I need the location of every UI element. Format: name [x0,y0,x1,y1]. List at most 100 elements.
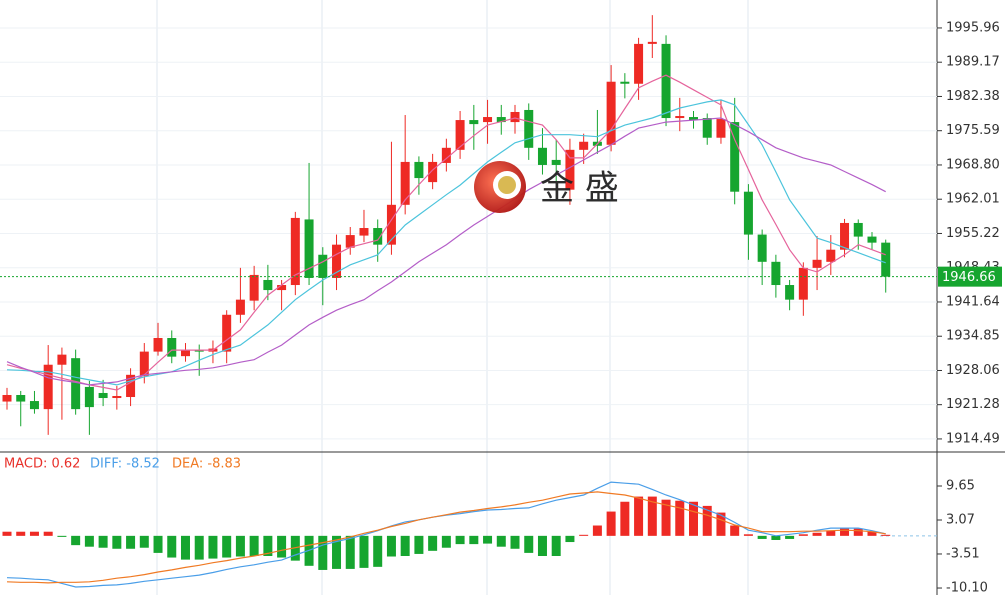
candle-body [812,259,822,268]
macd-bar [277,535,287,558]
macd-bar [2,531,12,536]
legend-label: DIFF: -8.52 [90,457,160,472]
y-tick-label: -10.10 [946,581,988,595]
macd-bar [359,535,369,568]
candle-body [400,161,410,205]
y-tick-label: 1934.85 [946,329,1000,344]
y-tick-label: 9.65 [946,478,975,493]
macd-bar [194,535,204,560]
macd-bar [634,496,644,536]
macd-bar [840,527,850,536]
candle-body [84,386,94,408]
macd-bar [57,535,67,537]
y-tick-label: 1995.96 [946,20,1000,35]
candle-body [469,120,479,125]
candle-body [277,285,287,291]
candle-body [43,364,53,410]
macd-bar [483,535,493,544]
y-tick-label: 1955.22 [946,226,1000,241]
macd-bar [263,535,273,556]
candle-body [263,279,273,291]
candle-body [524,109,534,148]
y-tick-label: 3.07 [946,512,975,527]
macd-bar [496,535,506,547]
candle-body [853,222,863,237]
candle-body [414,161,424,179]
macd-bar [428,535,438,551]
candle-body [826,249,836,262]
candle-body [798,267,808,300]
macd-bar [647,496,657,536]
macd-line [6,491,886,584]
candle-body [249,274,259,301]
y-tick-label: 1941.64 [946,294,1000,309]
macd-bar [661,499,671,536]
candle-body [57,354,67,365]
macd-bar [222,535,232,558]
macd-bar [702,505,712,536]
macd-bar [524,535,534,553]
macd-bar [16,531,26,536]
macd-bar [441,535,451,548]
candle-body [29,401,39,410]
candle-body [551,159,561,165]
macd-bar [29,531,39,536]
macd-bar [208,535,218,559]
macd-bar [332,535,342,569]
macd-bar [606,511,616,536]
candle-body [785,285,795,300]
macd-bar [881,534,891,536]
macd-bar [757,535,767,539]
candle-body [757,234,767,262]
candle-body [373,228,383,245]
candle-body [496,117,506,123]
candle-body [510,111,520,123]
macd-bar [414,535,424,554]
y-tick-label: 1982.38 [946,89,1000,104]
macd-bar [345,535,355,569]
macd-bar [510,535,520,549]
macd-bar [318,535,328,570]
candle-body [222,314,232,352]
candle-body [689,117,698,121]
watermark-text: 金 盛 [540,169,619,209]
candle-body [743,191,753,235]
candle-body [153,337,163,352]
candle-body [332,244,342,278]
macd-bar [71,535,81,546]
macd-bar [798,534,808,536]
candle-body [483,117,493,123]
macd-bar [400,535,410,556]
candle-body [2,394,12,402]
y-tick-label: 1962.01 [946,192,1000,207]
macd-bar [167,535,177,558]
candle-body [98,392,108,399]
y-tick-label: 1989.17 [946,55,1000,70]
macd-bar [771,535,781,540]
candle-body [634,43,644,84]
macd-bar [743,534,753,536]
macd-bar [592,525,602,536]
macd-bar [867,531,877,536]
watermark: 金 盛 [474,161,619,213]
moving-average-line [6,99,886,386]
macd-bar [373,535,383,567]
y-tick-label: 1914.49 [946,431,1000,446]
candle-body [235,299,245,315]
candle-body [359,228,369,236]
macd-bar [853,528,863,536]
candle-body [881,242,891,277]
macd-bar [537,535,547,556]
candle-body [675,116,685,119]
macd-bar [689,501,698,536]
macd-bar [469,535,479,545]
vertical-grid [156,0,749,595]
candle-body [318,254,328,278]
macd-bar [716,512,726,536]
candle-body [716,119,726,138]
candle-body [139,351,149,376]
legend-label: DEA: -8.83 [172,457,241,472]
macd-line [6,481,886,588]
